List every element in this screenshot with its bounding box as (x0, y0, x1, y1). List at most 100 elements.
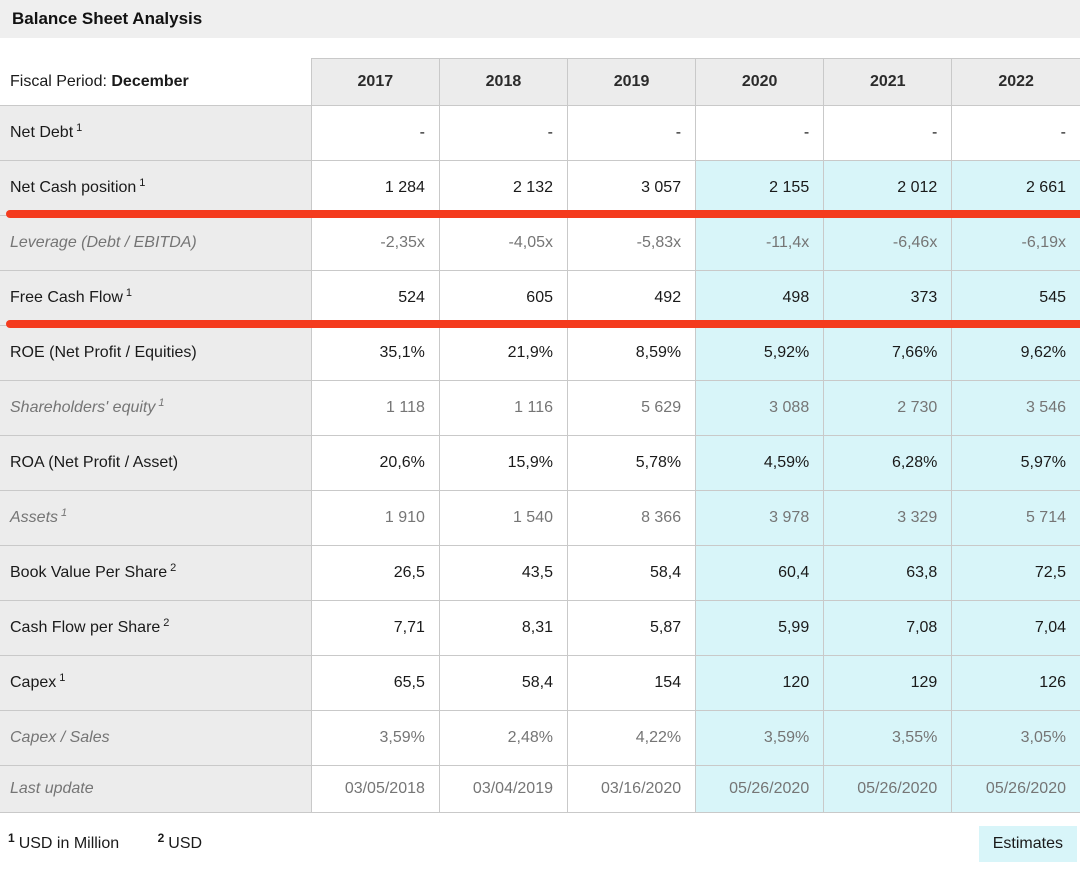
row-label: Capex 1 (0, 655, 312, 711)
value-cell: 373 (823, 270, 952, 326)
year-header-2019: 2019 (566, 58, 697, 106)
value-cell: -2,35x (310, 215, 440, 271)
value-cell: -5,83x (566, 215, 696, 271)
fiscal-period-label: Fiscal Period: (10, 72, 107, 90)
table-row: Net Cash position 1 1 284 2 132 3 057 2 155 2 … (0, 160, 1080, 216)
value-cell: 58,4 (438, 655, 568, 711)
table-row: Assets 1 1 910 1 540 8 366 3 978 3 329 5 714 (0, 490, 1080, 546)
row-label: ROA (Net Profit / Asset) (0, 435, 312, 491)
value-cell: 5,97% (951, 435, 1080, 491)
value-cell: 3 546 (951, 380, 1080, 436)
balance-sheet-table: Fiscal Period: December 2017 2018 2019 2020… (0, 58, 1080, 813)
value-cell: 2 661 (951, 160, 1080, 216)
footnote-usd-million: 1 USD in Million (8, 830, 120, 852)
value-cell: - (823, 105, 952, 161)
value-cell: 524 (310, 270, 440, 326)
value-cell: 3,59% (695, 710, 824, 766)
table-row: Net Debt 1- - - - - - (0, 105, 1080, 161)
value-cell: -6,46x (823, 215, 952, 271)
footnote-marker: 2 (157, 830, 165, 845)
value-cell: 7,66% (823, 325, 952, 381)
table-row: Last update 03/05/2018 03/04/2019 03/16/202… (0, 765, 1080, 813)
value-cell: 35,1% (310, 325, 440, 381)
value-cell: 05/26/2020 (823, 765, 952, 813)
footnote-marker: 1 (61, 506, 68, 519)
value-cell: 03/04/2019 (438, 765, 568, 813)
value-cell: -4,05x (438, 215, 568, 271)
value-cell: 126 (951, 655, 1080, 711)
value-cell: 545 (951, 270, 1080, 326)
year-header-2021: 2021 (823, 58, 953, 106)
value-cell: 2 132 (438, 160, 568, 216)
footnote-marker: 1 (139, 176, 146, 189)
value-cell: 8 366 (566, 490, 696, 546)
value-cell: - (438, 105, 568, 161)
row-label: Net Cash position 1 (0, 160, 312, 216)
year-header-2020: 2020 (695, 58, 825, 106)
year-header-2022: 2022 (951, 58, 1080, 106)
row-label: Net Debt 1 (0, 105, 312, 161)
value-cell: - (951, 105, 1080, 161)
value-cell: 3,59% (310, 710, 440, 766)
footnote-marker: 2 (170, 561, 177, 574)
value-cell: -11,4x (695, 215, 824, 271)
value-cell: -6,19x (951, 215, 1080, 271)
value-cell: 63,8 (823, 545, 952, 601)
value-cell: 492 (566, 270, 696, 326)
value-cell: 1 284 (310, 160, 440, 216)
table-row: Capex 1 65,5 58,4 154 120 129 126 (0, 655, 1080, 711)
footnote-marker: 1 (76, 121, 83, 134)
value-cell: 21,9% (438, 325, 568, 381)
footnote-marker: 1 (125, 286, 133, 299)
row-label: Leverage (Debt / EBITDA) (0, 215, 312, 271)
value-cell: 5,92% (695, 325, 824, 381)
row-label: ROE (Net Profit / Equities) (0, 325, 312, 381)
value-cell: 2,48% (438, 710, 568, 766)
value-cell: 5,99 (695, 600, 824, 656)
value-cell: 1 540 (438, 490, 568, 546)
value-cell: 3 088 (695, 380, 824, 436)
value-cell: 6,28% (823, 435, 952, 491)
value-cell: 5 714 (951, 490, 1080, 546)
year-header-2017: 2017 (310, 58, 440, 106)
value-cell: 3 329 (823, 490, 952, 546)
year-header-2018: 2018 (438, 58, 569, 106)
value-cell: 5,78% (566, 435, 696, 491)
value-cell: 03/05/2018 (310, 765, 440, 813)
row-label: Capex / Sales (0, 710, 312, 766)
value-cell: 26,5 (310, 545, 440, 601)
value-cell: 58,4 (566, 545, 696, 601)
row-label: Last update (0, 765, 312, 813)
estimates-legend-badge: Estimates (978, 826, 1077, 862)
value-cell: 1 116 (438, 380, 568, 436)
value-cell: 3 057 (566, 160, 696, 216)
value-cell: 129 (823, 655, 952, 711)
value-cell: 7,04 (951, 600, 1080, 656)
value-cell: 4,22% (566, 710, 696, 766)
value-cell: 3,05% (951, 710, 1080, 766)
value-cell: 2 155 (695, 160, 824, 216)
table-header-row: Fiscal Period: December 2017 2018 2019 2020… (0, 58, 1080, 106)
value-cell: 05/26/2020 (695, 765, 824, 813)
value-cell: 154 (566, 655, 696, 711)
value-cell: 3,55% (823, 710, 952, 766)
table-row: Leverage (Debt / EBITDA) -2,35x -4,05x -5,8… (0, 215, 1080, 271)
table-row: Free Cash Flow 1 524 605 492 498 373 545 (0, 270, 1080, 326)
value-cell: - (695, 105, 824, 161)
value-cell: - (566, 105, 696, 161)
value-cell: 9,62% (951, 325, 1080, 381)
table-row: Book Value Per Share 2 26,5 43,5 58,4 60,4 63,… (0, 545, 1080, 601)
footnote-marker: 1 (8, 830, 15, 845)
value-cell: 60,4 (695, 545, 824, 601)
row-label: Cash Flow per Share 2 (0, 600, 312, 656)
value-cell: 65,5 (310, 655, 440, 711)
value-cell: 3 978 (695, 490, 824, 546)
row-label: Book Value Per Share 2 (0, 545, 312, 601)
title-bar: Balance Sheet Analysis (0, 0, 1080, 38)
table-body: Net Debt 1- - - - - - Net Cash position 1 1 284 2 … (0, 105, 1080, 813)
footnote-marker: 1 (59, 671, 66, 684)
footer: 1 USD in Million 2 USD Estimates (8, 826, 1077, 862)
row-label: Shareholders' equity 1 (0, 380, 312, 436)
value-cell: 2 012 (823, 160, 952, 216)
value-cell: 1 118 (310, 380, 440, 436)
